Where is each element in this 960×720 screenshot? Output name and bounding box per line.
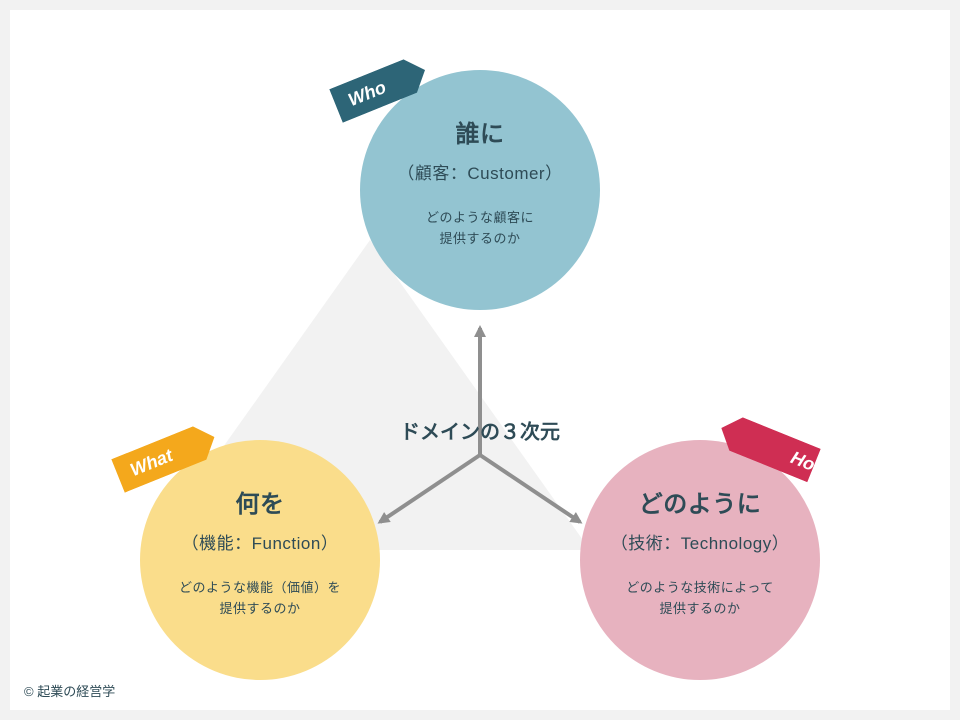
circle-what-subtitle: （機能：Function） [140, 529, 380, 554]
circle-who-desc: どのような顧客に提供するのか [360, 208, 600, 250]
circle-what-title: 何を [140, 484, 380, 519]
circle-who-title: 誰に [360, 114, 600, 149]
copyright-text: © 起業の経営学 [24, 681, 115, 700]
circle-what-desc: どのような機能（価値）を提供するのか [140, 578, 380, 620]
circle-how: どのように （技術：Technology） どのような技術によって提供するのか [580, 440, 820, 680]
circle-who: 誰に （顧客：Customer） どのような顧客に提供するのか [360, 70, 600, 310]
circle-what: 何を （機能：Function） どのような機能（価値）を提供するのか [140, 440, 380, 680]
circle-how-title: どのように [580, 484, 820, 519]
circle-who-subtitle: （顧客：Customer） [360, 159, 600, 184]
circle-how-subtitle: （技術：Technology） [580, 529, 820, 554]
center-title: ドメインの３次元 [400, 416, 560, 445]
circle-how-desc: どのような技術によって提供するのか [580, 578, 820, 620]
